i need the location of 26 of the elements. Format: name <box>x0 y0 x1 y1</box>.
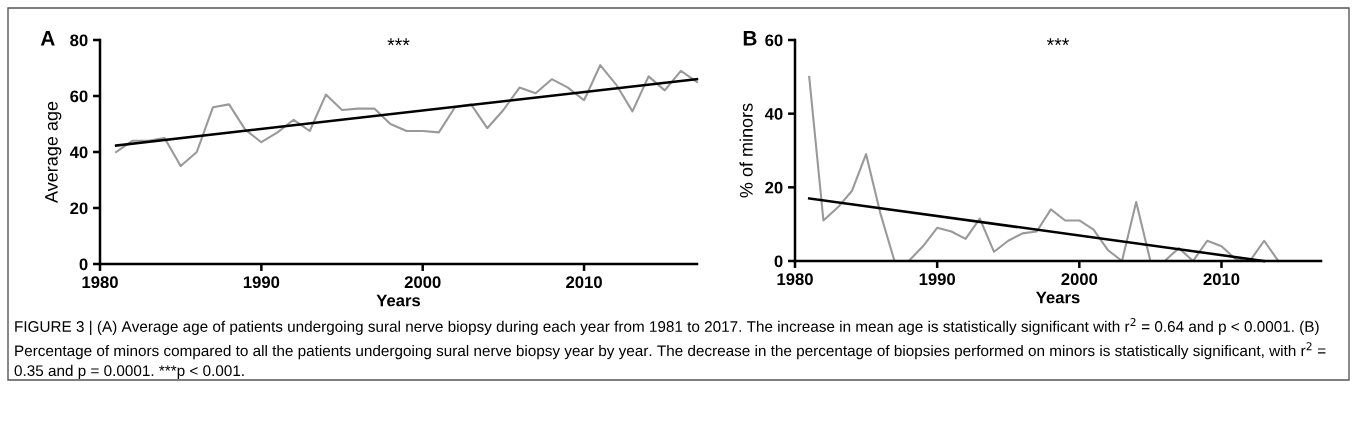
y-tick-label: 0 <box>79 258 88 271</box>
annotation: *** <box>1046 38 1070 46</box>
y-tick-label: 20 <box>70 202 88 215</box>
x-tick-label: 1990 <box>919 273 956 286</box>
x-tick-label: 1980 <box>777 273 813 286</box>
y-tick-label: 0 <box>774 255 783 268</box>
y-tick-label: 40 <box>764 108 783 120</box>
text: FIGURE 3 | (A) Average age of patients undergoing sural nerve biopsy during each year from 1981 to 2017. The increase in mean age is statistically significant with r$^{2}$ = 0.64 and p < 0.0001. (B) Percentage of minors compared to all the patients undergoing sural nerve biopsy year by year. The decrease in the percentage of biopsies performed on minors is statistically significant, with r$^{2}$ = 0.35 and p = 0.0001. ***p < 0.001. <box>14 318 1326 380</box>
x-tick-label: 2010 <box>566 276 602 289</box>
y-tick-label: 40 <box>69 146 88 159</box>
y-tick-label: 60 <box>765 34 783 47</box>
y-axis-title: % of minors <box>739 103 753 198</box>
y-tick-label: 20 <box>765 181 783 194</box>
y-axis-title: Average age <box>45 101 62 203</box>
chart-title: A <box>40 31 55 46</box>
x-tick-label: 1980 <box>82 276 118 289</box>
y-tick-label: 80 <box>70 34 88 47</box>
x-axis-title: Years <box>1036 291 1080 304</box>
x-tick-label: 2000 <box>404 276 441 289</box>
annotation: *** <box>387 38 410 46</box>
x-axis-title: Years <box>376 294 421 307</box>
x-tick-label: 2000 <box>1061 273 1098 286</box>
y-tick-label: 60 <box>70 90 88 103</box>
chart-title: B <box>743 31 757 46</box>
x-tick-label: 1990 <box>243 276 280 289</box>
x-tick-label: 2010 <box>1203 273 1240 286</box>
